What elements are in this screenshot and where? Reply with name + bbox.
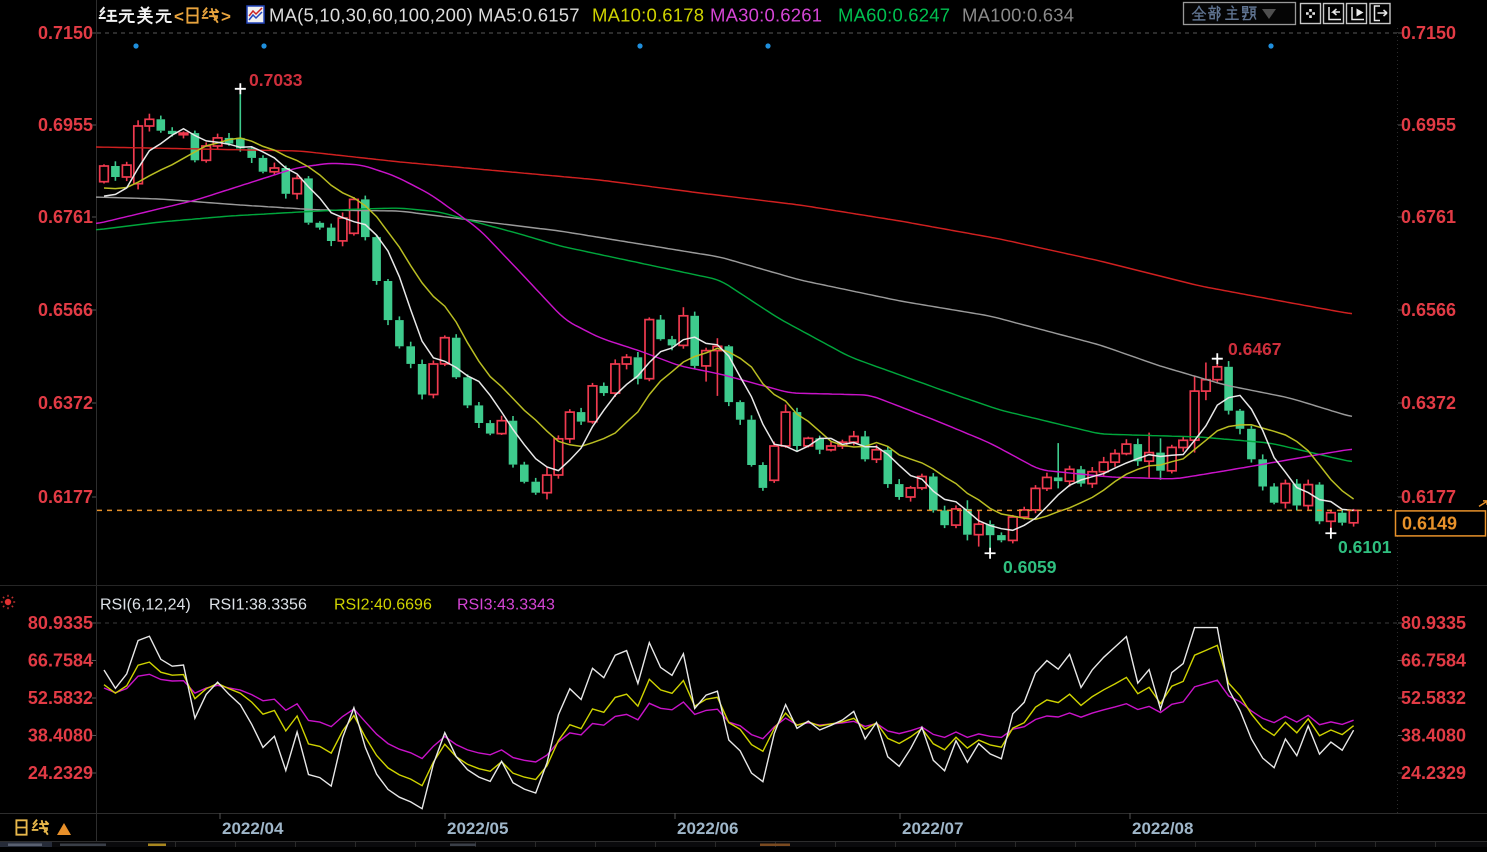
svg-text:MA(5,10,30,60,100,200): MA(5,10,30,60,100,200) <box>269 5 473 26</box>
svg-text:<: < <box>174 7 184 26</box>
svg-text:0.6566: 0.6566 <box>38 300 93 320</box>
svg-text:38.4080: 38.4080 <box>28 726 93 746</box>
svg-text:>: > <box>221 7 231 26</box>
svg-text:0.7150: 0.7150 <box>38 23 93 43</box>
svg-text:24.2329: 24.2329 <box>1401 763 1466 783</box>
svg-text:0.6761: 0.6761 <box>1401 207 1456 227</box>
svg-text:52.5832: 52.5832 <box>28 688 93 708</box>
svg-text:RSI2:40.6696: RSI2:40.6696 <box>334 597 432 614</box>
svg-text:MA5:0.6157: MA5:0.6157 <box>478 5 580 26</box>
svg-text:0.6955: 0.6955 <box>1401 115 1456 135</box>
svg-text:2022/08: 2022/08 <box>1132 819 1193 838</box>
svg-text:RSI(6,12,24): RSI(6,12,24) <box>100 597 191 614</box>
svg-text:66.7584: 66.7584 <box>28 651 93 671</box>
svg-text:80.9335: 80.9335 <box>1401 613 1466 633</box>
svg-text:38.4080: 38.4080 <box>1401 726 1466 746</box>
svg-text:MA30:0.6261: MA30:0.6261 <box>710 5 822 26</box>
svg-text:0.6101: 0.6101 <box>1338 537 1392 557</box>
svg-text:0.6761: 0.6761 <box>38 207 93 227</box>
svg-text:2022/07: 2022/07 <box>902 819 963 838</box>
svg-text:MA60:0.6247: MA60:0.6247 <box>838 5 950 26</box>
svg-text:0.6149: 0.6149 <box>1402 513 1457 533</box>
svg-text:2022/04: 2022/04 <box>222 819 284 838</box>
svg-text:0.6955: 0.6955 <box>38 115 93 135</box>
svg-text:0.6372: 0.6372 <box>1401 393 1456 413</box>
svg-text:0.6059: 0.6059 <box>1003 557 1057 577</box>
svg-text:2022/05: 2022/05 <box>447 819 508 838</box>
svg-text:RSI3:43.3343: RSI3:43.3343 <box>457 597 555 614</box>
svg-text:0.6177: 0.6177 <box>38 487 93 507</box>
svg-text:0.6372: 0.6372 <box>38 393 93 413</box>
svg-text:80.9335: 80.9335 <box>28 613 93 633</box>
svg-text:MA100:0.634: MA100:0.634 <box>962 5 1074 26</box>
svg-text:24.2329: 24.2329 <box>28 763 93 783</box>
svg-text:66.7584: 66.7584 <box>1401 651 1466 671</box>
svg-text:RSI1:38.3356: RSI1:38.3356 <box>209 597 307 614</box>
svg-text:0.7150: 0.7150 <box>1401 23 1456 43</box>
svg-text:0.6177: 0.6177 <box>1401 487 1456 507</box>
svg-text:2022/06: 2022/06 <box>677 819 738 838</box>
svg-text:0.7033: 0.7033 <box>249 70 303 90</box>
svg-text:MA10:0.6178: MA10:0.6178 <box>592 5 704 26</box>
svg-text:0.6467: 0.6467 <box>1228 339 1282 359</box>
svg-text:52.5832: 52.5832 <box>1401 688 1466 708</box>
svg-text:0.6566: 0.6566 <box>1401 300 1456 320</box>
